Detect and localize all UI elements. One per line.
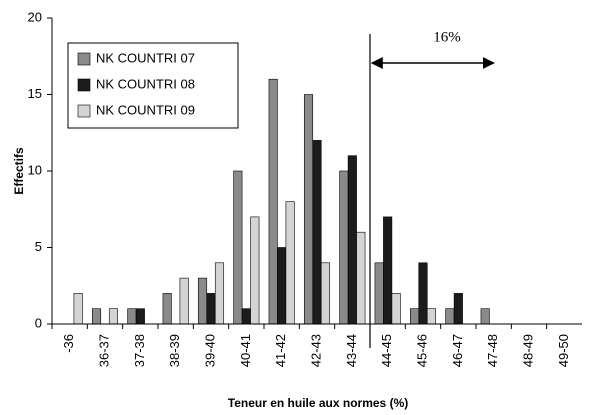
legend-swatch — [77, 52, 91, 66]
bar — [445, 308, 455, 325]
bar — [127, 308, 137, 325]
x-tick-label: 42-43 — [308, 334, 323, 367]
x-tick-label: 47-48 — [485, 334, 500, 367]
bar — [179, 277, 189, 325]
bar — [241, 308, 251, 325]
bar — [480, 308, 490, 325]
bar — [285, 201, 295, 325]
bar — [339, 170, 349, 325]
x-tick-label: 44-45 — [379, 334, 394, 367]
bar — [233, 170, 243, 325]
x-axis-label: Teneur en huile aux normes (%) — [228, 396, 408, 410]
y-tick-label: 5 — [35, 239, 42, 254]
bar — [135, 308, 145, 325]
bar — [250, 216, 260, 325]
bar — [391, 293, 401, 325]
bar — [197, 277, 208, 325]
x-tick-label: 37-38 — [132, 334, 147, 367]
legend-box — [67, 42, 239, 129]
bar — [418, 262, 428, 325]
bar — [409, 308, 420, 325]
bar — [108, 308, 119, 325]
bar — [162, 293, 172, 325]
bar — [206, 293, 216, 325]
bar — [383, 216, 393, 325]
bar — [91, 308, 102, 325]
bar — [312, 140, 322, 325]
legend-label: NK COUNTRI 09 — [96, 102, 195, 117]
x-tick-label: 38-39 — [167, 334, 182, 367]
y-tick-label: 10 — [28, 162, 42, 177]
x-tick-label: 49-50 — [556, 334, 571, 367]
legend-swatch — [77, 78, 91, 92]
legend-label: NK COUNTRI 07 — [96, 50, 195, 65]
bar — [374, 262, 384, 325]
x-tick-label: 43-44 — [344, 334, 359, 367]
bar — [268, 78, 278, 325]
bar — [426, 308, 437, 325]
y-tick-label: 0 — [35, 315, 42, 330]
x-tick-label: 46-47 — [450, 334, 465, 367]
bar — [214, 262, 225, 325]
bar — [277, 247, 287, 325]
x-tick-label: 39-40 — [202, 334, 217, 367]
bar — [356, 231, 366, 325]
annotation: 16% — [433, 29, 461, 45]
bar — [73, 293, 83, 325]
y-tick-label: 20 — [28, 9, 42, 24]
y-tick-label: 15 — [28, 86, 42, 101]
x-tick-label: 41-42 — [273, 334, 288, 367]
legend-label: NK COUNTRI 08 — [96, 76, 195, 91]
y-axis-label: Effectifs — [12, 147, 26, 195]
bar — [320, 262, 331, 325]
bar — [303, 94, 314, 325]
x-tick-label: 48-49 — [520, 334, 535, 367]
bar — [347, 155, 357, 325]
x-tick-label: 40-41 — [238, 334, 253, 367]
bar — [453, 293, 463, 325]
x-tick-label: -36 — [61, 334, 76, 353]
x-tick-label: 36-37 — [96, 334, 111, 367]
legend-swatch — [77, 104, 91, 118]
x-tick-label: 45-46 — [414, 334, 429, 367]
